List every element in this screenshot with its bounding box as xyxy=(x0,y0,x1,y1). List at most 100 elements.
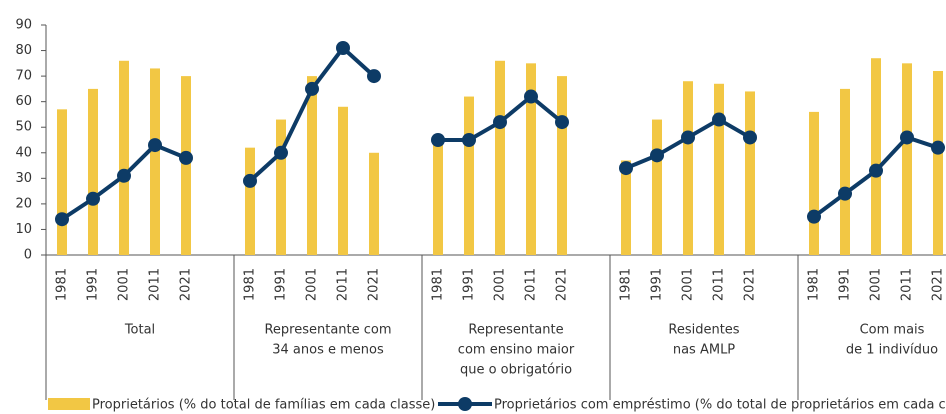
x-tick-label: 1991 xyxy=(650,268,665,301)
y-tick-label: 0 xyxy=(24,248,32,263)
line-point xyxy=(619,161,633,176)
x-tick-label: 1991 xyxy=(86,268,101,301)
line-point xyxy=(650,148,664,163)
x-tick-label: 1981 xyxy=(243,268,258,301)
y-tick-label: 80 xyxy=(15,43,32,58)
bar xyxy=(338,106,348,256)
y-tick-label: 20 xyxy=(15,196,32,211)
bar xyxy=(276,119,286,255)
bar xyxy=(745,91,755,255)
line-point xyxy=(179,150,193,165)
line-point xyxy=(305,81,319,96)
x-tick-label: 2001 xyxy=(869,268,884,301)
line-point xyxy=(807,209,821,224)
legend-swatch xyxy=(458,397,472,411)
bar xyxy=(245,147,255,255)
bar xyxy=(683,81,693,255)
y-tick-label: 70 xyxy=(15,69,32,84)
x-tick-label: 1981 xyxy=(55,268,70,301)
line-point xyxy=(524,89,538,104)
line-point xyxy=(148,138,162,153)
line-point xyxy=(55,212,69,227)
bar xyxy=(871,58,881,255)
line-point xyxy=(431,133,445,147)
bar xyxy=(369,152,379,255)
group-label: Residentes xyxy=(668,323,739,338)
line-point xyxy=(900,130,914,145)
line-point xyxy=(86,191,100,206)
y-tick-label: 30 xyxy=(15,171,32,186)
x-tick-label: 2001 xyxy=(493,268,508,301)
bar xyxy=(181,76,191,255)
line-point xyxy=(243,173,257,188)
x-tick-label: 2001 xyxy=(681,268,696,301)
x-tick-label: 2021 xyxy=(743,268,758,301)
y-tick-label: 40 xyxy=(15,145,32,160)
group-label: Representante com xyxy=(264,323,391,338)
line-point xyxy=(493,115,507,130)
bar xyxy=(88,88,98,255)
x-tick-label: 1981 xyxy=(619,268,634,301)
group-label: Representante xyxy=(468,323,563,338)
bar xyxy=(526,63,536,256)
x-tick-label: 1991 xyxy=(274,268,289,301)
x-tick-label: 2021 xyxy=(367,268,382,301)
line-point xyxy=(555,115,569,130)
line-point xyxy=(931,140,945,155)
bar xyxy=(621,160,631,255)
x-tick-label: 2001 xyxy=(117,268,132,301)
bar xyxy=(495,60,505,256)
y-tick-label: 90 xyxy=(15,18,32,33)
x-tick-label: 2011 xyxy=(336,268,351,301)
group-label: com ensino maior xyxy=(458,343,575,358)
line-point xyxy=(869,163,883,178)
group-label: Total xyxy=(124,323,155,338)
x-tick-label: 2011 xyxy=(148,268,163,301)
x-tick-label: 1981 xyxy=(431,268,446,301)
bar xyxy=(307,76,317,255)
bar xyxy=(840,88,850,255)
x-tick-label: 1991 xyxy=(462,268,477,301)
x-tick-label: 2001 xyxy=(305,268,320,301)
y-tick-label: 10 xyxy=(15,222,32,237)
bar xyxy=(809,111,819,255)
x-tick-label: 2011 xyxy=(900,268,915,301)
x-tick-label: 2021 xyxy=(555,268,570,301)
x-tick-label: 2021 xyxy=(179,268,194,301)
group-label: que o obrigatório xyxy=(460,363,572,378)
legend-label: Proprietários (% do total de famílias em… xyxy=(92,398,435,413)
bar xyxy=(652,119,662,255)
bar xyxy=(119,60,129,256)
bar xyxy=(557,76,567,255)
x-tick-label: 2011 xyxy=(524,268,539,301)
bar xyxy=(433,140,443,255)
line-point xyxy=(117,168,131,183)
x-tick-label: 1981 xyxy=(807,268,822,301)
group-label: Com mais xyxy=(860,323,925,338)
line-point xyxy=(367,69,381,84)
line-point xyxy=(336,41,350,55)
bar xyxy=(902,63,912,256)
x-tick-label: 2011 xyxy=(712,268,727,301)
y-tick-label: 60 xyxy=(15,94,32,109)
line-point xyxy=(838,186,852,201)
bar xyxy=(714,83,724,256)
line-point xyxy=(743,130,757,145)
line-point xyxy=(462,133,476,147)
line-point xyxy=(681,130,695,145)
group-label: 34 anos e menos xyxy=(272,343,384,358)
legend-label: Proprietários com empréstimo (% do total… xyxy=(494,398,946,413)
bar xyxy=(57,109,67,255)
x-tick-label: 2021 xyxy=(931,268,946,301)
bar xyxy=(464,96,474,255)
line-point xyxy=(274,145,288,160)
group-label: de 1 indivíduo xyxy=(846,343,938,358)
group-label: nas AMLP xyxy=(673,343,735,358)
y-tick-label: 50 xyxy=(15,120,32,135)
legend-swatch xyxy=(48,398,90,410)
bar xyxy=(150,68,160,255)
line-point xyxy=(712,112,726,127)
bar xyxy=(933,71,943,255)
x-tick-label: 1991 xyxy=(838,268,853,301)
